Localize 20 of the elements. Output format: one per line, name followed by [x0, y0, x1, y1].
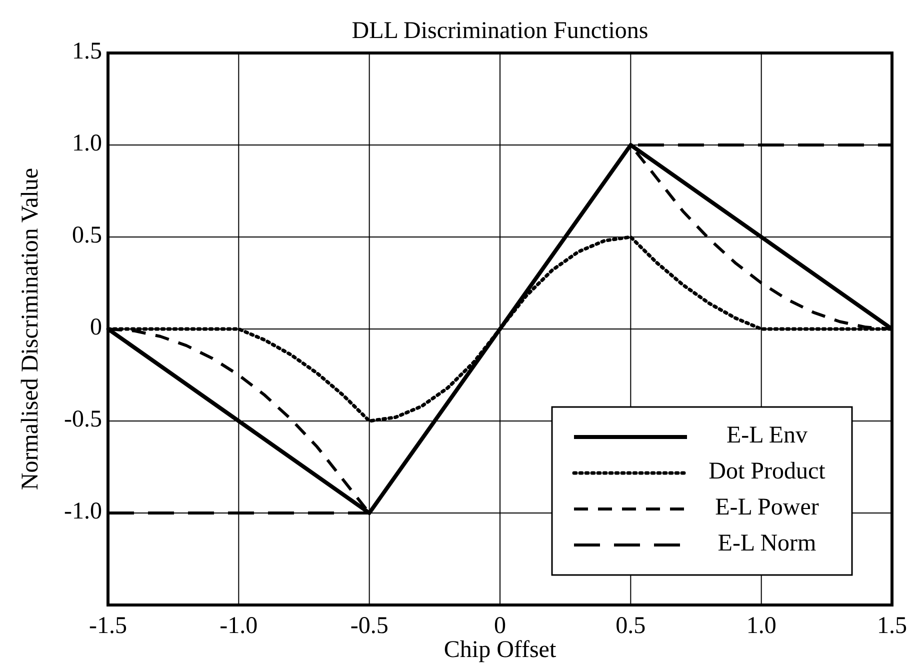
x-tick-label: 1.0: [746, 613, 776, 639]
y-tick-label: -0.5: [64, 406, 102, 433]
legend-label: E-L Env: [726, 422, 808, 449]
y-tick-label: 1.5: [72, 38, 102, 65]
x-tick-label: -1.5: [89, 613, 127, 639]
y-tick-label: 1.0: [72, 130, 102, 157]
x-axis-title: Chip Offset: [444, 637, 556, 663]
x-tick-label: 0: [494, 613, 506, 639]
x-tick-label: 0.5: [616, 613, 646, 639]
legend-label: E-L Norm: [718, 530, 817, 557]
chart-title: DLL Discrimination Functions: [352, 18, 648, 44]
y-tick-label: 0.5: [72, 222, 102, 249]
y-tick-label: -1.0: [64, 498, 102, 525]
x-tick-label: -1.0: [220, 613, 258, 639]
x-tick-label: -0.5: [350, 613, 388, 639]
y-tick-label: 0: [90, 314, 102, 341]
x-tick-label: 1.5: [877, 613, 907, 639]
y-axis-title: Normalised Discrimination Value: [18, 168, 44, 490]
legend-label: Dot Product: [708, 458, 826, 485]
legend-label: E-L Power: [715, 494, 819, 521]
